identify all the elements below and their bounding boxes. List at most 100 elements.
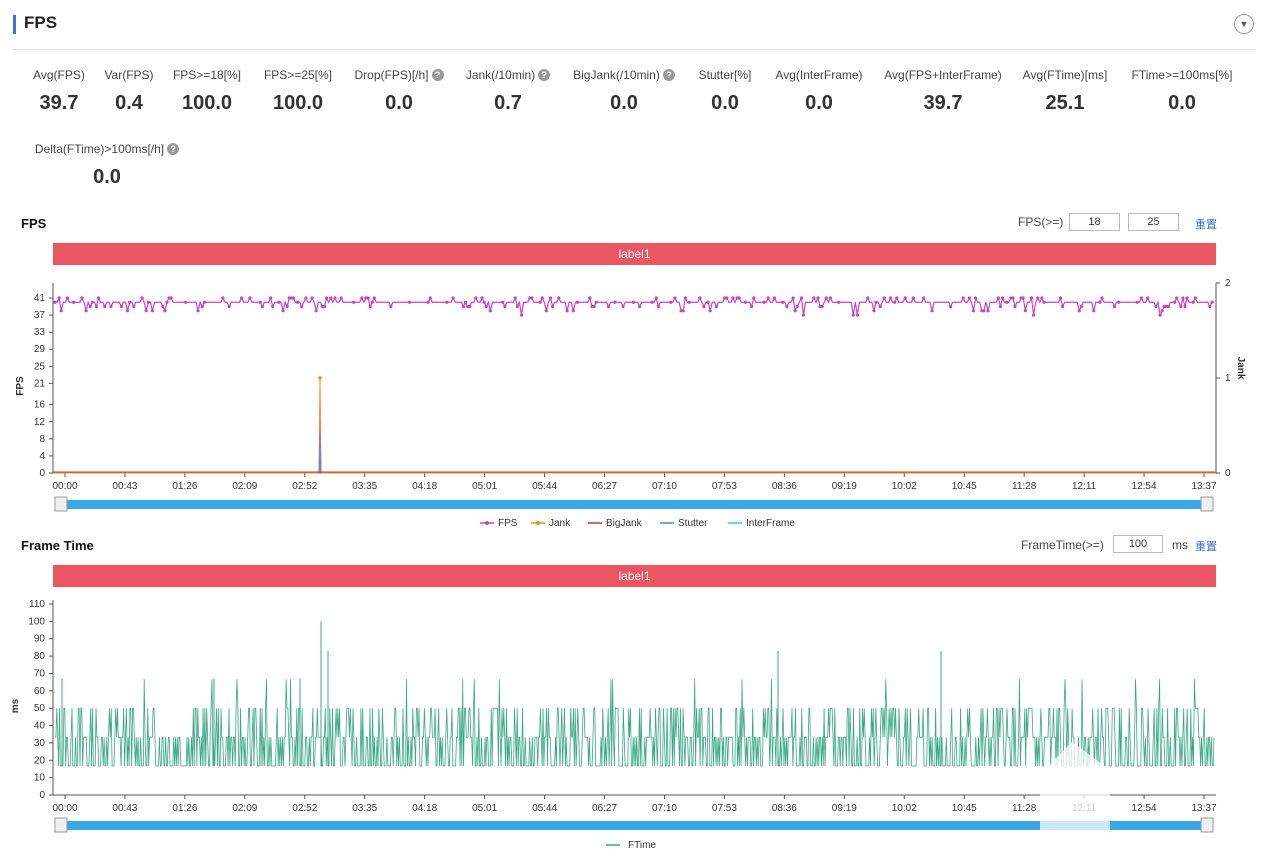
- fps-point: [949, 304, 953, 309]
- metric-label: Avg(InterFrame): [739, 68, 899, 82]
- help-question-icon[interactable]: ?: [662, 69, 675, 81]
- fps-point: [1173, 300, 1177, 304]
- fps-point: [463, 300, 468, 304]
- fps-point: [84, 309, 88, 313]
- fps-point: [196, 309, 200, 313]
- ft-x-tick-label: 10:02: [892, 803, 917, 814]
- fps-point: [752, 296, 756, 300]
- metric-label-text: FTime>=100ms[%]: [1131, 68, 1233, 82]
- fps-y-tick-label: 21: [34, 378, 46, 389]
- fps-point: [1098, 300, 1102, 304]
- collapse-chevron-icon[interactable]: ▼: [1234, 14, 1254, 34]
- fps-point: [300, 304, 304, 309]
- fps-x-tick-label: 03:35: [352, 481, 377, 492]
- fps-x-tick-label: 01:26: [172, 481, 197, 492]
- fps-point: [519, 313, 524, 317]
- metric-label: FPS>=18[%]: [127, 68, 287, 82]
- fps-reset-link[interactable]: 重置: [1195, 219, 1217, 231]
- fps-point: [515, 304, 519, 309]
- fps-point: [200, 304, 204, 309]
- metric-value: 0.0: [805, 92, 833, 114]
- metric-label: Delta(FTime)>100ms[/h]?: [27, 142, 187, 156]
- fps-point: [592, 304, 596, 309]
- fps-slider-left-handle: [54, 496, 68, 512]
- metric-5: Jank(/10min)? 0.7: [428, 68, 588, 115]
- fps-point: [772, 296, 777, 300]
- help-question-icon[interactable]: ?: [167, 143, 180, 155]
- fps-point: [407, 300, 412, 304]
- fps-y-tick-label: 25: [34, 361, 46, 372]
- metric-label-text: Var(FPS): [104, 68, 154, 82]
- fps-y-tick-label: 37: [34, 310, 46, 321]
- fps-point: [320, 304, 325, 309]
- fps-point: [986, 309, 990, 313]
- fps-point: [735, 296, 739, 300]
- ft-x-tick-label: 13:37: [1191, 803, 1216, 814]
- fps-point: [1166, 304, 1170, 309]
- fps-point: [731, 296, 735, 300]
- metric-9: Avg(FPS+InterFrame) 39.7: [863, 68, 1023, 115]
- fps-point: [468, 304, 472, 309]
- ft-x-tick-label: 07:10: [652, 803, 677, 814]
- fps-point: [650, 300, 654, 304]
- fps-point: [339, 296, 343, 300]
- fps-point: [1009, 296, 1013, 300]
- fps-threshold-2-input[interactable]: 25: [1128, 213, 1179, 231]
- metric-label: Jank(/10min)?: [428, 68, 588, 82]
- section-title: FPS: [24, 13, 58, 32]
- metric-value: 0.4: [115, 92, 143, 114]
- help-question-icon[interactable]: ?: [431, 69, 444, 81]
- metric-label: Avg(FPS+InterFrame): [863, 68, 1023, 82]
- fps-point: [575, 300, 580, 304]
- metric-label-text: Drop(FPS)[/h]: [354, 68, 429, 82]
- fps-point: [366, 296, 370, 300]
- ft-y-tick-label: 110: [29, 599, 45, 610]
- header-divider: [12, 49, 1256, 50]
- fps-point: [621, 304, 625, 309]
- fps-point: [551, 304, 555, 309]
- fps-point: [1100, 296, 1104, 300]
- fps-point: [428, 296, 432, 300]
- fps-point: [480, 296, 484, 300]
- fps-point: [80, 296, 84, 300]
- metric-label-text: FPS>=18[%]: [172, 68, 242, 82]
- fps-point: [474, 296, 478, 300]
- fps-threshold-1-input[interactable]: 18: [1069, 213, 1120, 231]
- frametime-reset-link[interactable]: 重置: [1195, 541, 1217, 553]
- help-question-icon[interactable]: ?: [538, 69, 551, 81]
- fps-series-points: [53, 296, 1214, 317]
- fps-x-tick-label: 06:27: [592, 481, 617, 492]
- metric-6: BigJank(/10min)? 0.0: [544, 68, 704, 115]
- fps-point: [289, 296, 293, 300]
- fps-point: [544, 309, 548, 313]
- fps-point: [150, 309, 155, 313]
- ft-legend-label: FTime: [628, 840, 656, 851]
- fps-point: [322, 304, 327, 309]
- fps-point: [389, 304, 393, 309]
- ft-y-tick-label: 10: [34, 773, 46, 784]
- fps-point: [872, 309, 876, 313]
- fps-point: [314, 309, 318, 313]
- fps-y-tick-label: 16: [34, 400, 46, 411]
- fps-y-tick-label: 8: [39, 434, 45, 445]
- fps-point: [538, 300, 542, 304]
- fps-point: [165, 300, 169, 304]
- fps-point: [503, 304, 507, 309]
- fps-point: [656, 304, 660, 309]
- fps-point: [368, 304, 372, 309]
- fps-point: [1061, 304, 1065, 309]
- fps-point: [364, 296, 368, 300]
- ft-x-tick-label: 00:00: [52, 803, 77, 814]
- metric-8: Avg(InterFrame) 0.0: [739, 68, 899, 115]
- fps-point: [766, 296, 770, 300]
- fps-point: [818, 304, 822, 309]
- fps-point: [1164, 304, 1168, 309]
- frametime-threshold-input[interactable]: 100: [1113, 535, 1163, 553]
- ft-x-tick-label: 04:18: [412, 803, 437, 814]
- fps-point: [451, 296, 455, 300]
- metric-0: Avg(FPS) 39.7: [0, 68, 139, 115]
- fps-point: [1183, 304, 1187, 309]
- fps-point: [687, 300, 692, 304]
- fps-point: [146, 300, 150, 304]
- fps-y2-axis-title: Jank: [1235, 357, 1246, 380]
